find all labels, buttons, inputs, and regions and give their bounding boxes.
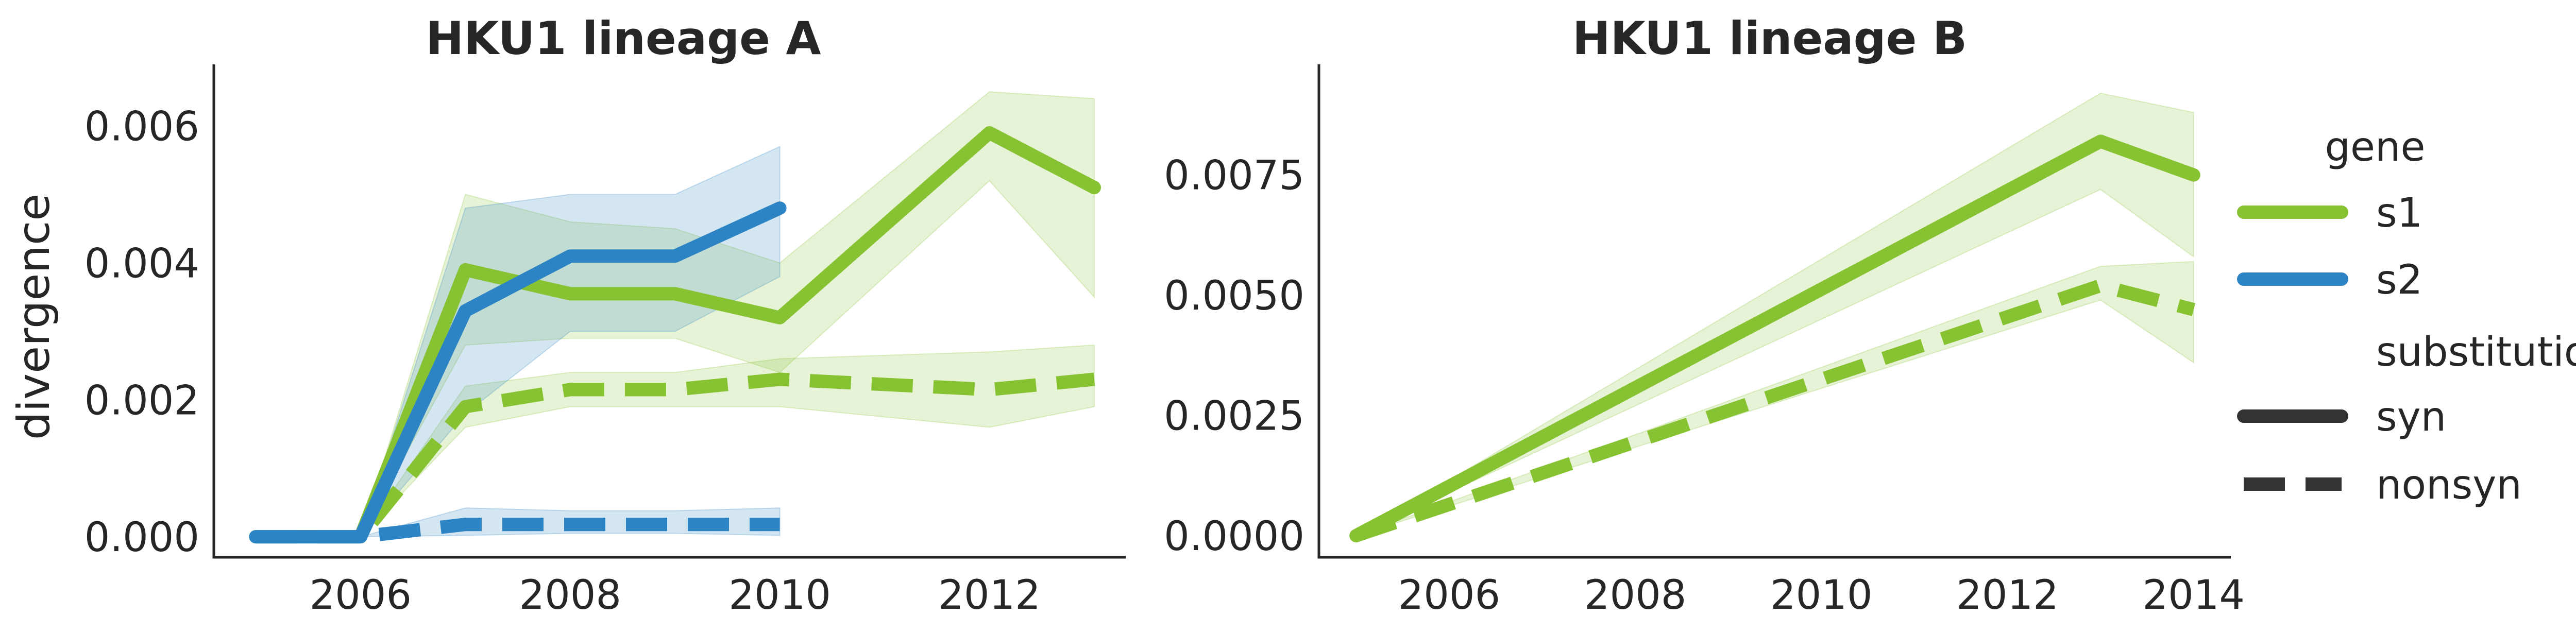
y-tick-label: 0.0050 [1164,273,1304,319]
panel-b-y-ticks: 0.0000 0.0025 0.0050 0.0075 [1164,153,1304,560]
panel-a-y-ticks: 0.000 0.002 0.004 0.006 [84,104,199,561]
y-tick-label: 0.006 [84,104,199,150]
x-tick-label: 2012 [938,572,1041,619]
panel-b-x-ticks: 2006 2008 2010 2012 2014 [1398,572,2245,619]
panel-b-spines [1317,64,2231,559]
panel-b-plot-area [1349,92,2200,542]
x-tick-label: 2010 [1770,572,1873,619]
y-tick-label: 0.004 [84,241,199,287]
y-tick-label: 0.002 [84,378,199,424]
legend: gene s1 s2 substitution syn nonsyn [2237,124,2576,508]
x-tick-label: 2008 [1584,572,1687,619]
panel-a-x-ticks: 2006 2008 2010 2012 [310,572,1041,619]
legend-syn-label: syn [2376,394,2446,440]
x-tick-label: 2012 [1956,572,2059,619]
line-s1-syn [1349,134,2200,542]
line-s1-nonsyn [256,372,1095,544]
x-tick-label: 2008 [519,572,621,619]
panel-a-title: HKU1 lineage A [426,12,821,65]
panel-a-plot-area [249,91,1101,544]
x-tick-label: 2010 [728,572,831,619]
panel-b-title: HKU1 lineage B [1572,12,1967,65]
legend-s2-label: s2 [2376,257,2422,303]
panel-lineage-b: HKU1 lineage B 2006 2008 2010 2012 2014 0.00… [1164,12,2245,619]
x-tick-label: 2014 [2143,572,2245,619]
y-tick-label: 0.0025 [1164,394,1304,440]
line-s2-nonsyn [256,518,780,544]
x-tick-label: 2006 [1398,572,1501,619]
panel-a-spines [212,64,1126,559]
panel-a-ylabel: divergence [8,194,60,440]
line-s1-nonsyn [1354,279,2196,542]
y-tick-label: 0.0075 [1164,153,1304,199]
legend-substitution-title: substitution [2376,329,2576,375]
y-tick-label: 0.0000 [1164,514,1304,560]
legend-s1-label: s1 [2376,190,2422,236]
x-tick-label: 2006 [310,572,412,619]
y-tick-label: 0.000 [84,515,199,561]
ci-band-s1-nonsyn [256,344,1095,538]
legend-nonsyn-label: nonsyn [2376,462,2522,508]
panel-lineage-a: HKU1 lineage A divergence 2006 2008 2010 20… [8,12,1126,619]
legend-gene-title: gene [2325,124,2426,170]
ci-band-s1-syn [256,91,1095,538]
